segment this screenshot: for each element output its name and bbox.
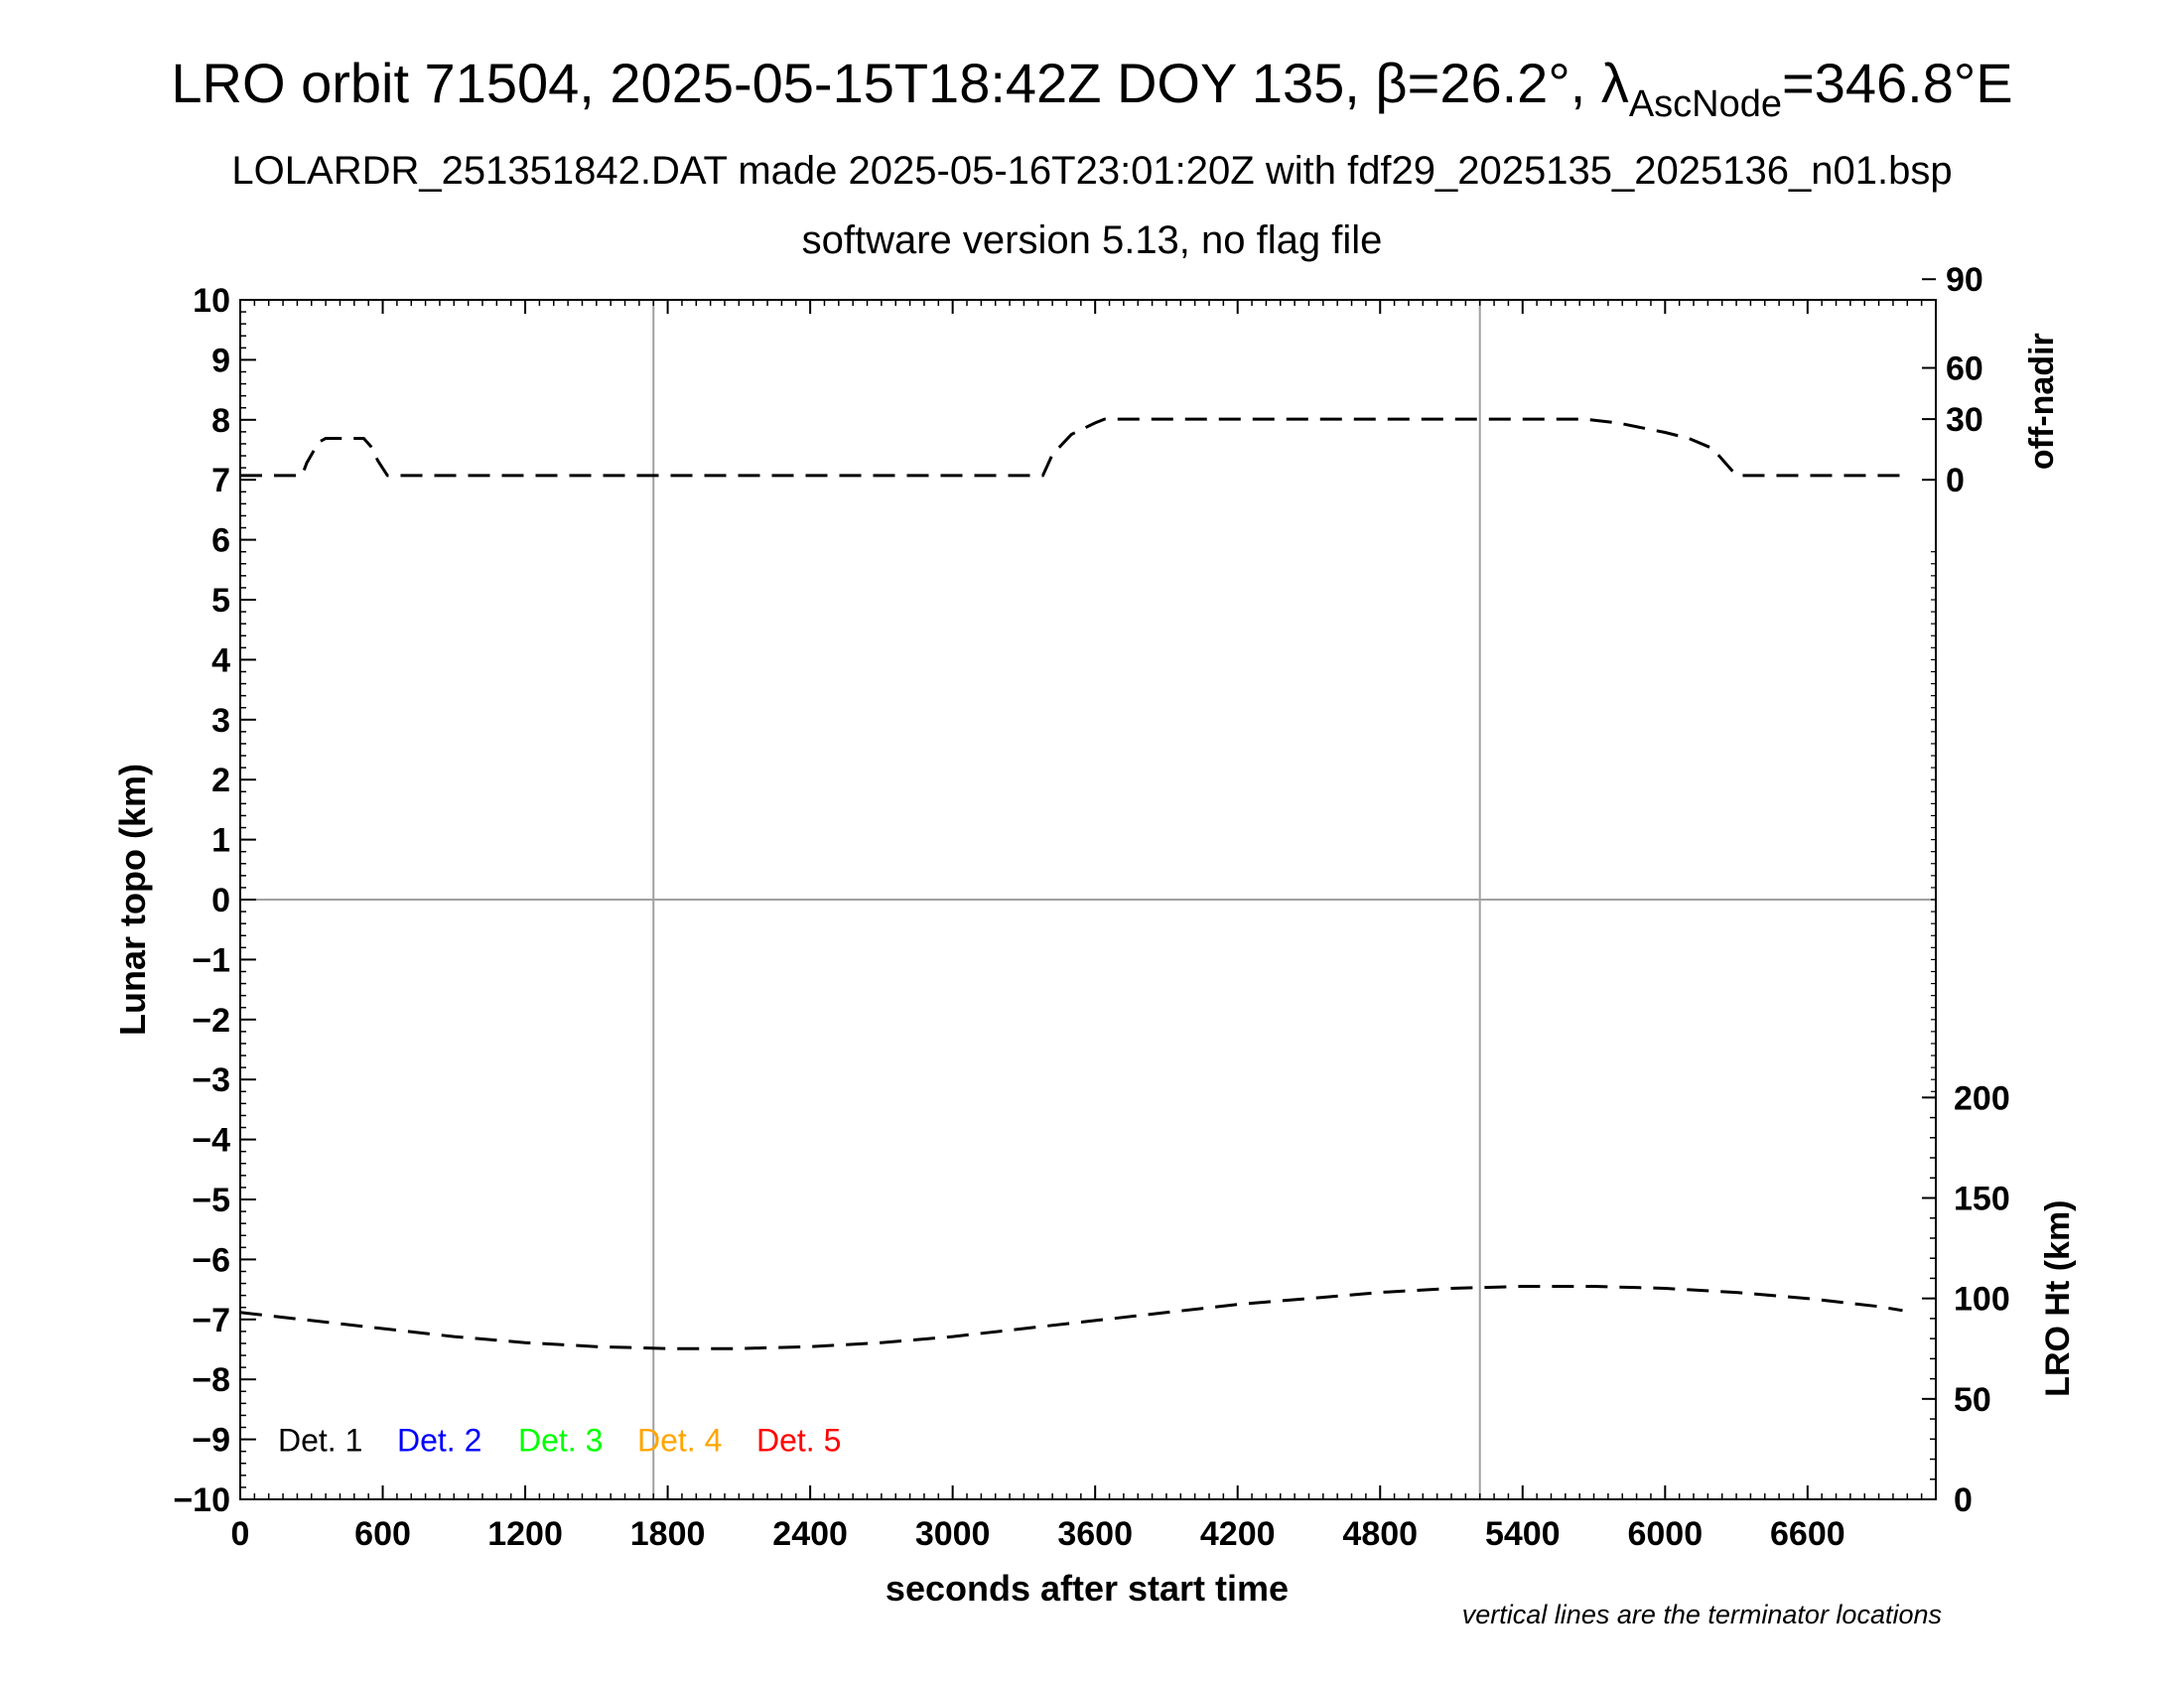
off-nadir-series-line <box>240 417 1903 478</box>
y-tick-label: 5 <box>211 582 230 620</box>
y-tick-label: 1 <box>211 822 230 860</box>
off-nadir-axis-label: off-nadir <box>2023 333 2061 470</box>
x-tick-label: 3000 <box>915 1515 991 1553</box>
grid-layer <box>240 300 1936 1499</box>
height-tick-label: 50 <box>1954 1381 1991 1419</box>
x-tick-label: 1200 <box>487 1515 563 1553</box>
height-tick-label: 100 <box>1954 1281 2010 1319</box>
x-tick-label: 6000 <box>1627 1515 1703 1553</box>
y-tick-label: 9 <box>211 342 230 379</box>
legend-det-2: Det. 2 <box>397 1423 481 1459</box>
off-nadir-tick-label: 60 <box>1946 351 1983 388</box>
y-tick-label: −2 <box>192 1002 230 1040</box>
chart-title-main: LRO orbit 71504, 2025-05-15T18:42Z DOY 1… <box>171 52 1629 114</box>
y-tick-label: −4 <box>192 1122 230 1160</box>
y-tick-label: −10 <box>173 1481 230 1519</box>
height-tick-label: 150 <box>1954 1180 2010 1217</box>
x-tick-label: 0 <box>231 1515 250 1553</box>
label-layer: 0 600 1200 1800 2400 3000 3600 4200 4800 5400 6000… <box>173 261 2009 1553</box>
chart-title: LRO orbit 71504, 2025-05-15T18:42Z DOY 1… <box>0 52 2184 136</box>
chart-title-end: =346.8°E <box>1782 52 2013 114</box>
y-axis-label: Lunar topo (km) <box>112 764 153 1036</box>
height-tick-label: 200 <box>1954 1079 2010 1117</box>
y-tick-label: −3 <box>192 1061 230 1099</box>
lro-height-axis-label: LRO Ht (km) <box>2039 1199 2077 1396</box>
y-tick-label: 4 <box>211 641 230 679</box>
y-tick-label: −6 <box>192 1241 230 1279</box>
y-tick-label: 10 <box>193 282 230 320</box>
y-tick-label: −9 <box>192 1422 230 1460</box>
x-tick-label: 4200 <box>1200 1515 1276 1553</box>
y-tick-label: −7 <box>192 1302 230 1339</box>
x-tick-label: 3600 <box>1057 1515 1133 1553</box>
height-tick-label: 0 <box>1954 1481 1973 1519</box>
x-axis-label: seconds after start time <box>886 1568 1289 1609</box>
y-tick-label: 3 <box>211 702 230 740</box>
chart-subtitle-file: LOLARDR_251351842.DAT made 2025-05-16T23… <box>231 149 1953 193</box>
y-tick-label: −8 <box>192 1361 230 1399</box>
terminator-footnote: vertical lines are the terminator locati… <box>1462 1600 1942 1629</box>
y-tick-label: 2 <box>211 762 230 799</box>
lro-height-series-line <box>239 1285 1903 1350</box>
y-tick-label: −1 <box>192 941 230 979</box>
y-tick-label: −5 <box>192 1182 230 1219</box>
legend-det-4: Det. 4 <box>637 1423 722 1459</box>
x-tick-label: 5400 <box>1485 1515 1561 1553</box>
y-tick-label: 6 <box>211 522 230 560</box>
x-tick-label: 1800 <box>630 1515 706 1553</box>
chart-subtitle-software: software version 5.13, no flag file <box>801 218 1383 262</box>
y-tick-label: 7 <box>211 462 230 499</box>
legend-det-1: Det. 1 <box>278 1423 362 1459</box>
series-layer <box>239 417 1903 1350</box>
legend-det-5: Det. 5 <box>756 1423 841 1459</box>
tick-layer <box>239 278 1936 1500</box>
detector-legend: Det. 1 Det. 2 Det. 3 Det. 4 Det. 5 <box>278 1423 841 1459</box>
chart-title-subscript: AscNode <box>1628 83 1783 125</box>
legend-det-3: Det. 3 <box>518 1423 603 1459</box>
off-nadir-tick-label: 90 <box>1946 261 1983 299</box>
x-tick-label: 600 <box>354 1515 411 1553</box>
off-nadir-tick-label: 30 <box>1946 401 1983 439</box>
off-nadir-tick-label: 0 <box>1946 462 1965 499</box>
y-tick-label: 8 <box>211 402 230 440</box>
x-tick-label: 6600 <box>1770 1515 1845 1553</box>
y-tick-label: 0 <box>211 882 230 919</box>
x-tick-label: 4800 <box>1342 1515 1418 1553</box>
x-tick-label: 2400 <box>772 1515 848 1553</box>
